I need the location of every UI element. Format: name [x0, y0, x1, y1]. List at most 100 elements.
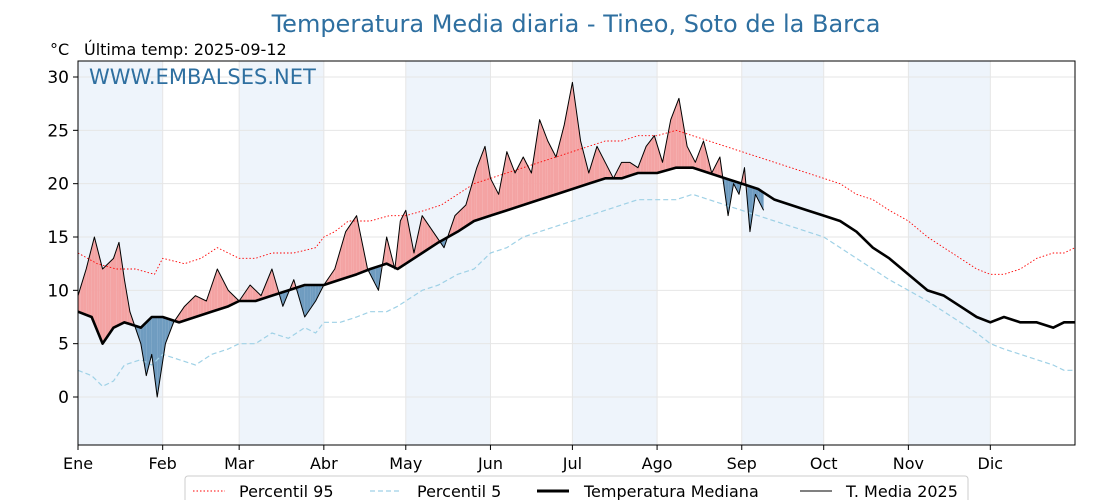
legend-label-median: Temperatura Mediana: [583, 482, 759, 500]
above-median-fill: [86, 258, 89, 316]
above-median-fill: [416, 228, 420, 257]
above-median-fill: [427, 223, 431, 250]
above-median-fill: [214, 269, 218, 311]
above-median-fill: [523, 157, 526, 205]
below-median-fill: [140, 325, 144, 360]
last-temp-label: Última temp: 2025-09-12: [84, 40, 287, 59]
y-tick-label: 5: [58, 335, 69, 355]
below-median-fill: [370, 268, 374, 280]
above-median-fill: [531, 155, 535, 203]
x-tick-label: Nov: [893, 454, 924, 473]
below-median-fill: [157, 317, 160, 397]
above-median-fill: [400, 215, 404, 268]
above-median-fill: [569, 82, 573, 190]
above-median-fill: [269, 269, 272, 297]
above-median-fill: [566, 96, 570, 191]
above-median-fill: [678, 98, 682, 168]
above-median-fill: [632, 164, 636, 175]
above-median-fill: [670, 112, 674, 170]
above-median-fill: [676, 98, 679, 168]
above-median-fill: [471, 177, 475, 223]
above-median-fill: [351, 219, 354, 277]
above-median-fill: [334, 259, 338, 282]
month-band: [572, 61, 658, 445]
above-median-fill: [498, 180, 502, 213]
chart-title: Temperatura Media diaria - Tineo, Soto d…: [271, 10, 881, 38]
below-median-fill: [149, 317, 152, 365]
below-median-fill: [154, 317, 158, 397]
above-median-fill: [353, 215, 357, 276]
below-median-fill: [312, 285, 316, 305]
above-median-fill: [547, 141, 551, 197]
below-median-fill: [282, 291, 286, 307]
above-median-fill: [241, 293, 245, 301]
above-median-fill: [627, 162, 630, 177]
y-tick-label: 20: [47, 175, 69, 195]
above-median-fill: [545, 133, 548, 198]
above-median-fill: [105, 263, 109, 340]
above-median-fill: [517, 162, 521, 207]
above-median-fill: [356, 215, 360, 275]
month-band: [908, 61, 991, 445]
above-median-fill: [187, 301, 190, 320]
above-median-fill: [572, 82, 576, 189]
above-median-fill: [192, 295, 196, 318]
above-median-fill: [424, 219, 428, 252]
y-tick-label: 10: [47, 281, 69, 301]
above-median-fill: [616, 167, 619, 179]
above-median-fill: [271, 269, 275, 296]
month-bands: [78, 61, 991, 445]
above-median-fill: [348, 223, 352, 277]
above-median-fill: [596, 146, 600, 181]
below-median-fill: [375, 266, 379, 291]
below-median-fill: [151, 317, 155, 376]
above-median-fill: [184, 303, 188, 321]
x-tick-label: Jul: [562, 454, 582, 473]
above-median-fill: [430, 227, 434, 248]
unit-label: °C: [50, 40, 69, 59]
above-median-fill: [460, 207, 464, 230]
above-median-fill: [217, 269, 221, 310]
above-median-fill: [127, 295, 130, 325]
y-axis: 0 5 10 15 20 25 30: [47, 68, 78, 408]
above-median-fill: [692, 157, 696, 169]
above-median-fill: [648, 139, 652, 173]
above-median-fill: [397, 221, 401, 269]
above-median-fill: [520, 157, 524, 206]
above-median-fill: [605, 162, 608, 179]
below-median-fill: [146, 319, 150, 376]
x-tick-label: Mar: [224, 454, 255, 473]
x-tick-label: Jun: [477, 454, 503, 473]
above-median-fill: [618, 162, 622, 179]
above-median-fill: [640, 153, 644, 173]
median-line: [77, 166, 1075, 345]
above-median-fill: [553, 151, 557, 196]
below-median-fill: [758, 189, 761, 205]
above-median-fill: [629, 162, 633, 176]
above-median-fill: [403, 210, 406, 266]
above-median-fill: [504, 151, 507, 212]
above-median-fill: [550, 146, 554, 197]
above-median-fill: [687, 146, 690, 168]
above-median-fill: [108, 261, 111, 336]
below-median-fill: [318, 285, 322, 296]
above-median-fill: [342, 231, 346, 279]
above-median-fill: [203, 299, 207, 315]
above-median-fill: [706, 151, 709, 173]
above-median-fill: [714, 162, 718, 176]
above-median-fill: [116, 242, 119, 327]
legend-label-p5: Percentil 5: [417, 482, 501, 500]
above-median-fill: [211, 277, 215, 312]
above-median-fill: [345, 227, 349, 278]
below-median-fill: [725, 178, 729, 216]
above-median-fill: [102, 266, 106, 344]
y-tick-label: 30: [47, 68, 69, 88]
below-median-fill: [304, 285, 308, 317]
above-median-fill: [493, 183, 496, 215]
above-median-fill: [277, 287, 281, 297]
above-median-fill: [195, 295, 199, 317]
current-year-line: [77, 81, 765, 398]
below-median-fill: [310, 285, 313, 309]
above-median-fill: [91, 237, 95, 324]
